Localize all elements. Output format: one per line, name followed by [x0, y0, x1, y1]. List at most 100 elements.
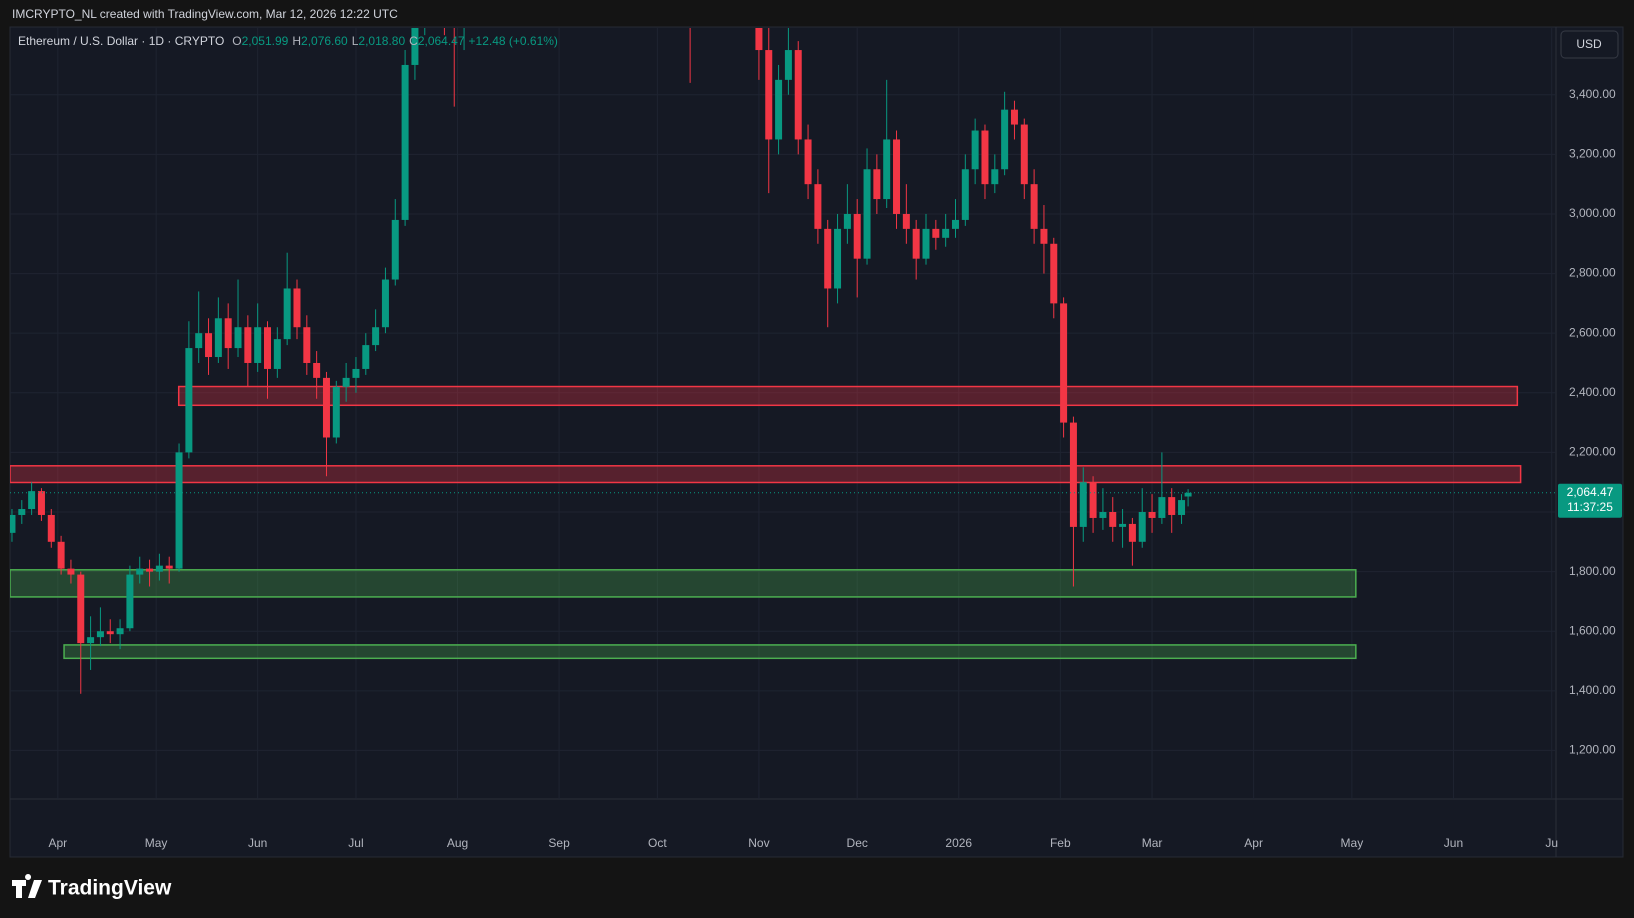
- y-tick-label: 2,200.00: [1569, 445, 1616, 459]
- candle-body: [794, 50, 802, 140]
- candle-body: [126, 574, 134, 629]
- ohlc-key: L: [352, 34, 359, 48]
- candle-body: [67, 568, 75, 575]
- x-tick-label: Jun: [248, 836, 267, 850]
- x-tick-label: Sep: [548, 836, 570, 850]
- candle-body: [784, 50, 792, 80]
- x-tick-label: May: [1341, 836, 1364, 850]
- candle-body: [1060, 303, 1068, 423]
- candle-body: [1168, 497, 1176, 515]
- candle-body: [1158, 497, 1166, 518]
- zone: [10, 465, 1522, 484]
- candle-body: [1138, 511, 1146, 542]
- x-tick-label: Jun: [1444, 836, 1463, 850]
- candle-body: [264, 327, 272, 369]
- x-tick-label: Apr: [48, 836, 67, 850]
- zone: [63, 644, 1357, 660]
- candle-body: [342, 377, 350, 387]
- candle-body: [332, 386, 340, 438]
- candle-body: [1030, 184, 1038, 229]
- candle-body: [47, 514, 55, 542]
- candle-body: [205, 333, 213, 358]
- candle-body: [224, 318, 232, 349]
- candle-body: [155, 565, 163, 572]
- candle-body: [755, 28, 763, 51]
- y-tick-label: 3,400.00: [1569, 87, 1616, 101]
- x-tick-label: 2026: [945, 836, 972, 850]
- candle-body: [293, 288, 301, 328]
- ohlc-key: C: [409, 34, 418, 48]
- candle-body: [352, 368, 360, 378]
- candle-body: [116, 628, 124, 635]
- x-tick-label: Jul: [348, 836, 363, 850]
- candle-body: [411, 28, 419, 65]
- candle-body: [1148, 511, 1156, 518]
- y-tick-label: 1,600.00: [1569, 623, 1616, 637]
- x-tick-label: Oct: [648, 836, 667, 850]
- candle-body: [391, 219, 399, 280]
- brand-name: TradingView: [48, 877, 172, 900]
- candle-body: [893, 139, 901, 214]
- candle-body: [303, 327, 311, 363]
- credit: IMCRYPTO_NL created with TradingView.com…: [12, 7, 398, 21]
- candle-body: [165, 565, 173, 569]
- symbol-legend: Ethereum / U.S. Dollar · 1D · CRYPTO O 2,0…: [18, 34, 558, 48]
- candle-body: [883, 139, 891, 200]
- ohlc-key: H: [292, 34, 301, 48]
- currency-button[interactable]: [1560, 30, 1619, 59]
- ohlc-value: 2,076.60: [301, 34, 348, 48]
- currency-label: USD: [1576, 37, 1602, 51]
- candle-body: [175, 452, 183, 569]
- candle-body: [1020, 124, 1028, 185]
- candle-body: [932, 228, 940, 238]
- x-tick-label: Mar: [1142, 836, 1163, 850]
- candle-body: [214, 318, 222, 358]
- candle-body: [922, 228, 930, 259]
- candle-body: [1184, 492, 1192, 497]
- candle-body: [1089, 482, 1097, 518]
- candle-body: [1109, 511, 1117, 527]
- y-tick-label: 3,000.00: [1569, 206, 1616, 220]
- chart-panel: [9, 26, 1624, 858]
- ohlc-value: 2,018.80: [358, 34, 405, 48]
- candle-body: [1099, 511, 1107, 518]
- candle-body: [37, 491, 45, 515]
- change: +12.48 (+0.61%): [469, 34, 558, 48]
- candle-body: [804, 139, 812, 185]
- symbol: Ethereum / U.S. Dollar · 1D · CRYPTO: [18, 34, 224, 48]
- candle-body: [853, 213, 861, 259]
- candle-body: [283, 288, 291, 340]
- candle-body: [991, 169, 999, 185]
- candle-body: [96, 631, 104, 638]
- candle-body: [765, 50, 773, 140]
- candle-body: [28, 491, 36, 510]
- candle-body: [313, 362, 321, 378]
- candle-body: [951, 219, 959, 229]
- y-tick-label: 2,400.00: [1569, 385, 1616, 399]
- y-tick-label: 3,200.00: [1569, 147, 1616, 161]
- candle-body: [834, 228, 842, 289]
- candle-body: [106, 631, 114, 635]
- candle-body: [902, 213, 910, 229]
- candle-body: [1050, 243, 1058, 304]
- candle-body: [401, 64, 409, 220]
- x-tick-label: Apr: [1244, 836, 1263, 850]
- zone: [177, 385, 1519, 407]
- y-tick-label: 2,600.00: [1569, 325, 1616, 339]
- candle-body: [57, 541, 65, 569]
- candle-body: [1128, 523, 1136, 542]
- candle-body: [136, 568, 144, 575]
- candle-body: [1001, 109, 1009, 170]
- y-tick-label: 1,400.00: [1569, 683, 1616, 697]
- candle-body: [146, 568, 154, 572]
- candle-body: [971, 130, 979, 170]
- candle-body: [322, 377, 330, 438]
- countdown: 11:37:25: [1567, 500, 1613, 514]
- x-tick-label: Feb: [1050, 836, 1071, 850]
- candle-body: [873, 169, 881, 200]
- ohlc-key: O: [232, 34, 241, 48]
- x-tick-label: Ju: [1545, 836, 1558, 850]
- candle-body: [942, 228, 950, 238]
